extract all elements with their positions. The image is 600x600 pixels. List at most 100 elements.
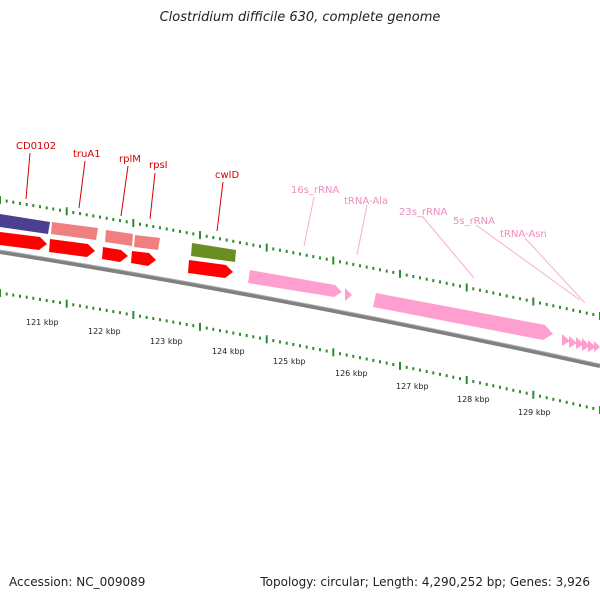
- cds-block-rpsi[interactable]: [134, 235, 160, 250]
- label-cd0102: CD0102: [16, 141, 56, 152]
- inner-minor-tick: [52, 300, 55, 303]
- outer-minor-tick: [385, 269, 388, 273]
- label-trna-ala: tRNA-Ala: [344, 196, 388, 207]
- scale-label-123: 123 kbp: [150, 337, 183, 346]
- inner-minor-tick: [525, 391, 528, 395]
- outer-minor-tick: [585, 311, 588, 315]
- outer-major-tick: [132, 219, 135, 227]
- outer-major-tick: [399, 269, 401, 278]
- inner-minor-tick: [252, 335, 255, 339]
- outer-minor-tick: [519, 297, 521, 301]
- cds-block-trua1[interactable]: [51, 222, 98, 240]
- rna-arrow-trna-ala[interactable]: [345, 288, 352, 301]
- outer-minor-tick: [572, 308, 575, 312]
- inner-minor-tick: [152, 317, 155, 320]
- outer-minor-tick: [292, 251, 295, 255]
- inner-minor-tick: [19, 294, 21, 298]
- red-leader-lines: [25, 152, 224, 232]
- scale-label-126: 126 kbp: [335, 369, 368, 378]
- gene-arrow-cd0102[interactable]: [0, 232, 47, 250]
- inner-minor-tick: [172, 320, 175, 324]
- inner-minor-tick: [592, 406, 595, 410]
- inner-minor-tick: [99, 307, 101, 311]
- outer-minor-tick: [39, 205, 41, 209]
- inner-minor-tick: [572, 402, 575, 406]
- outer-minor-tick: [52, 207, 55, 211]
- scale-label-121: 121 kbp: [26, 318, 59, 327]
- inner-minor-tick: [392, 363, 395, 366]
- outer-minor-tick: [112, 218, 115, 221]
- inner-major-tick: [0, 289, 1, 297]
- outer-minor-tick: [365, 265, 368, 269]
- outer-minor-tick: [339, 260, 341, 264]
- scale-label-124: 124 kbp: [212, 347, 245, 356]
- inner-minor-tick: [519, 390, 521, 394]
- rna-arrow-16s-rrna[interactable]: [248, 270, 342, 297]
- gene-arrow-rplm[interactable]: [102, 247, 128, 262]
- outer-minor-tick: [432, 279, 435, 283]
- genome-title: Clostridium difficile 630, complete geno…: [159, 10, 441, 25]
- outer-minor-tick: [79, 212, 81, 216]
- inner-minor-tick: [179, 321, 181, 325]
- outer-minor-tick: [445, 281, 448, 285]
- outer-minor-tick: [232, 239, 235, 243]
- outer-tick-track: [0, 196, 600, 320]
- outer-major-tick: [265, 243, 268, 252]
- inner-minor-tick: [512, 388, 515, 392]
- outer-minor-tick: [539, 301, 541, 305]
- outer-minor-tick: [185, 231, 188, 235]
- outer-minor-tick: [492, 291, 495, 295]
- rna-arrow-5s-and-trna-cluster[interactable]: [562, 334, 600, 352]
- inner-minor-tick: [385, 361, 388, 365]
- outer-minor-tick: [425, 277, 428, 281]
- outer-minor-tick: [485, 290, 488, 294]
- outer-major-tick: [465, 283, 468, 292]
- genome-summary-text: Topology: circular; Length: 4,290,252 bp…: [260, 575, 590, 589]
- cds-block-cd0102[interactable]: [0, 214, 50, 234]
- inner-minor-tick: [272, 339, 275, 343]
- inner-major-tick: [465, 376, 468, 384]
- inner-minor-tick: [305, 345, 308, 349]
- inner-minor-tick: [192, 324, 195, 328]
- inner-minor-tick: [245, 334, 248, 337]
- inner-minor-tick: [125, 312, 128, 316]
- inner-minor-tick: [312, 346, 315, 350]
- cds-block-cwld[interactable]: [191, 243, 236, 262]
- outer-minor-tick: [219, 237, 221, 241]
- outer-minor-tick: [372, 266, 375, 270]
- outer-minor-tick: [172, 228, 175, 232]
- inner-minor-tick: [105, 308, 108, 312]
- rna-arrow-23s-rrna[interactable]: [373, 293, 553, 340]
- inner-minor-tick: [425, 370, 428, 373]
- inner-minor-tick: [372, 358, 375, 362]
- label-trna-asn: tRNA-Asn: [500, 229, 547, 240]
- gene-arrow-cwld[interactable]: [188, 260, 233, 278]
- inner-minor-tick: [499, 385, 501, 389]
- inner-minor-tick: [232, 331, 235, 335]
- inner-minor-tick: [505, 387, 508, 391]
- outer-minor-tick: [152, 225, 155, 229]
- gene-arrow-rpsi[interactable]: [131, 251, 156, 266]
- inner-minor-tick: [365, 357, 368, 361]
- inner-major-tick: [265, 335, 268, 344]
- inner-minor-tick: [239, 332, 241, 336]
- outer-major-tick: [0, 196, 1, 204]
- inner-minor-tick: [405, 365, 408, 369]
- accession-text: Accession: NC_009089: [9, 575, 146, 589]
- label-trua1: truA1: [73, 149, 101, 160]
- outer-minor-tick: [499, 292, 501, 296]
- inner-minor-tick: [285, 341, 288, 345]
- inner-minor-tick: [39, 297, 41, 301]
- inner-major-tick: [199, 322, 201, 331]
- cds-block-rplm[interactable]: [105, 230, 133, 246]
- outer-major-tick: [532, 297, 535, 306]
- inner-minor-tick: [345, 353, 348, 357]
- outer-minor-tick: [359, 264, 361, 268]
- outer-major-tick: [65, 207, 68, 216]
- inner-minor-tick: [439, 372, 441, 376]
- gene-arrow-trua1[interactable]: [49, 239, 95, 257]
- inner-minor-tick: [165, 319, 168, 323]
- inner-minor-tick: [212, 327, 215, 331]
- outer-minor-tick: [419, 276, 421, 280]
- outer-minor-tick: [45, 206, 48, 210]
